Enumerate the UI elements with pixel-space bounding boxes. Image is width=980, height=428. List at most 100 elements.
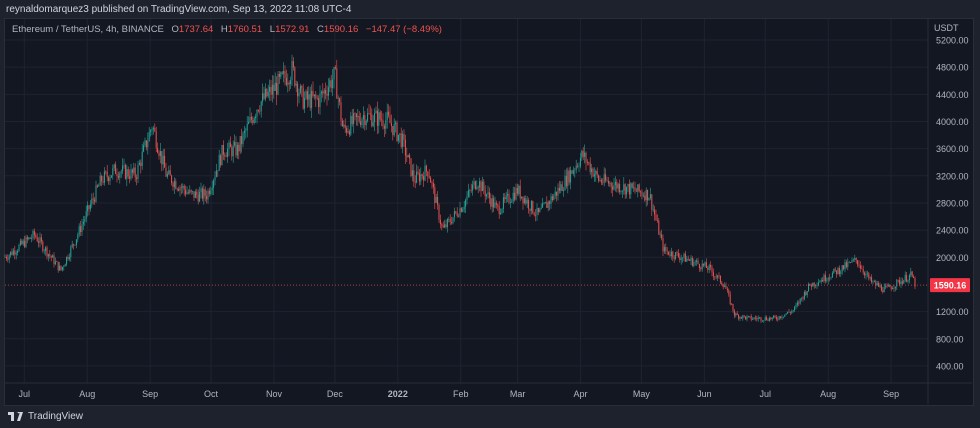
candle-body — [512, 192, 514, 202]
candle-body — [284, 71, 286, 78]
candle-body — [466, 196, 468, 200]
candle-body — [283, 71, 285, 74]
candle-body — [600, 179, 602, 183]
y-tick-label: 800.00 — [936, 334, 964, 344]
candle-body — [666, 250, 668, 252]
candle-body — [532, 201, 534, 213]
candle-body — [766, 317, 768, 320]
candle-body — [851, 259, 853, 263]
candle-body — [598, 175, 600, 181]
candle-body — [161, 151, 163, 165]
candle-body — [220, 155, 222, 166]
candle-body — [676, 252, 678, 253]
candle-body — [341, 120, 343, 127]
candle-body — [395, 122, 397, 125]
candle-body — [8, 255, 10, 260]
candle-body — [242, 133, 244, 145]
low-label: L — [269, 24, 276, 35]
candle-body — [225, 156, 227, 158]
candle-body — [708, 265, 710, 270]
candle-body — [617, 184, 619, 189]
x-tick-label: Aug — [79, 389, 95, 399]
candle-body — [717, 275, 719, 278]
candle-body — [318, 98, 320, 108]
candle-body — [722, 284, 724, 287]
candle-body — [523, 198, 525, 204]
candle-body — [368, 113, 370, 114]
candle-body — [309, 94, 311, 109]
candle-body — [542, 203, 544, 208]
candle-body — [330, 80, 332, 89]
chart-frame[interactable] — [4, 18, 974, 406]
candle-body — [390, 123, 392, 127]
candle-body — [564, 175, 566, 191]
candle-body — [460, 208, 462, 212]
candle-body — [789, 312, 791, 313]
candle-body — [18, 245, 20, 252]
candle-body — [42, 241, 44, 251]
candle-body — [892, 288, 894, 290]
candle-body — [348, 131, 350, 135]
candle-body — [861, 268, 863, 270]
candle-body — [742, 315, 744, 319]
candle-body — [630, 183, 632, 195]
candle-body — [451, 222, 453, 224]
candle-body — [337, 98, 339, 99]
candle-body — [53, 255, 55, 265]
candle-body — [550, 196, 552, 204]
candle-body — [698, 263, 700, 269]
candle-body — [143, 145, 145, 152]
candle-body — [488, 192, 490, 199]
candle-body — [64, 264, 66, 267]
candle-body — [729, 294, 731, 304]
candle-body — [193, 191, 195, 198]
candle-body — [647, 189, 649, 201]
candle-body — [473, 181, 475, 185]
y-tick-label: 2400.00 — [936, 226, 969, 236]
candle-body — [750, 316, 752, 320]
candle-body — [295, 83, 297, 86]
x-tick-label: Oct — [204, 389, 219, 399]
candle-body — [817, 282, 819, 286]
candle-body — [455, 211, 457, 213]
candle-body — [56, 261, 58, 263]
candle-body — [271, 84, 273, 95]
candle-body — [581, 150, 583, 158]
candle-body — [508, 193, 510, 203]
candle-body — [68, 257, 70, 259]
candle-body — [558, 187, 560, 191]
candle-body — [788, 311, 790, 313]
candle-body — [169, 170, 171, 176]
candle-body — [624, 184, 626, 195]
candle-body — [264, 88, 266, 99]
candle-body — [409, 154, 411, 159]
candle-body — [59, 265, 61, 271]
candle-body — [841, 265, 843, 272]
y-tick-label: 4800.00 — [936, 63, 969, 73]
candle-body — [670, 251, 672, 256]
candle-body — [227, 148, 229, 157]
candle-body — [871, 277, 873, 283]
candle-body — [371, 114, 373, 127]
y-axis-unit: USDT — [934, 23, 959, 33]
candle-body — [484, 190, 486, 197]
candle-body — [852, 259, 854, 261]
candle-body — [574, 170, 576, 171]
candle-body — [456, 212, 458, 216]
symbol-name: Ethereum / TetherUS, 4h, BINANCE — [12, 24, 164, 35]
candle-body — [425, 165, 427, 172]
candle-body — [726, 288, 728, 291]
candle-body — [567, 170, 569, 187]
candle-body — [273, 84, 275, 91]
candle-body — [830, 277, 832, 279]
candle-body — [546, 202, 548, 208]
candle-body — [298, 92, 300, 97]
candle-body — [217, 170, 219, 172]
candle-body — [326, 93, 328, 96]
candle-body — [906, 275, 908, 282]
candle-body — [654, 209, 656, 215]
candle-body — [428, 176, 430, 178]
y-tick-label: 4000.00 — [936, 117, 969, 127]
candle-body — [661, 234, 663, 239]
